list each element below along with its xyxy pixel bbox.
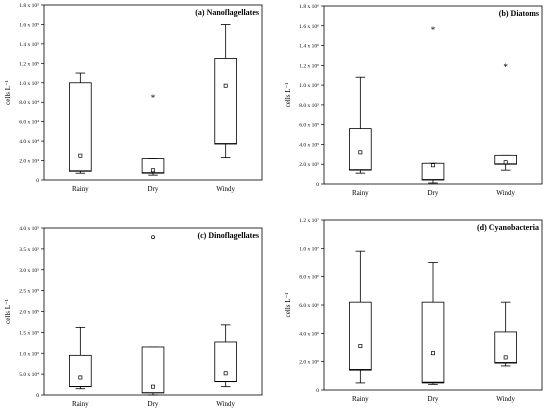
box-mean-marker — [223, 83, 228, 88]
y-tick-label: 1.2 x 10⁶ — [299, 63, 319, 69]
y-tick-label: 4.0 x 10⁴ — [19, 139, 39, 145]
box-iqr — [349, 301, 372, 371]
y-tick-label: 1.4 x 10⁵ — [19, 42, 39, 48]
y-tick-label: 6.0 x 10⁴ — [19, 120, 39, 126]
plot-frame — [323, 5, 543, 185]
panel-cyanobacteria: 0 2.0 x 10⁶ 4.0 x 10⁶ 6.0 x 10⁶ 8.0 x 10⁶ 1.0… — [280, 210, 548, 409]
y-tick-label: 0 — [316, 182, 319, 188]
chart-title: (a) Nanoflagellates — [195, 8, 259, 17]
y-tick-label: 1.8 x 10⁵ — [19, 3, 39, 9]
y-tick-label: 1.2 x 10⁷ — [299, 218, 319, 224]
y-tick-label: 4.0 x 10⁶ — [299, 331, 319, 337]
y-tick-label: 6.0 x 10⁵ — [299, 123, 319, 129]
chart-svg: 0 2.0 x 10⁵ 4.0 x 10⁵ 6.0 x 10⁵ 8.0 x 10⁵ 1.0… — [284, 4, 543, 197]
x-tick-label: Rainy — [72, 400, 89, 408]
box-iqr — [421, 162, 445, 181]
outlier-star-marker: * — [431, 25, 436, 35]
y-tick-label: 1.6 x 10⁶ — [299, 24, 319, 30]
x-tick-label: Dry — [148, 400, 159, 408]
box-iqr — [141, 158, 165, 174]
box-mean-marker — [431, 163, 435, 168]
box-mean-marker — [503, 160, 508, 165]
y-axis-label: cells L⁻¹ — [4, 80, 12, 105]
y-tick-label: 2.0 x 10⁵ — [299, 162, 319, 168]
y-tick-label: 2.0 x 10⁶ — [299, 360, 319, 366]
y-tick-label: 0 — [316, 388, 319, 394]
y-axis-label: cells L⁻¹ — [284, 293, 292, 318]
box-iqr — [214, 58, 237, 145]
y-tick-label: 1.0 x 10⁵ — [19, 351, 39, 357]
box-mean-marker — [358, 150, 363, 155]
box-iqr — [494, 331, 517, 364]
y-axis-label: cells L⁻¹ — [284, 83, 292, 108]
y-tick-label: 3.5 x 10⁵ — [19, 247, 39, 253]
y-tick-label: 1.0 x 10⁵ — [19, 81, 39, 87]
outlier-star-marker: * — [151, 93, 156, 103]
plot-frame — [43, 4, 263, 181]
y-tick-label: 1.5 x 10⁵ — [19, 330, 39, 336]
x-tick-label: Dry — [428, 395, 439, 403]
box-iqr — [69, 354, 92, 388]
y-tick-label: 1.4 x 10⁶ — [299, 44, 319, 50]
x-tick-label: Windy — [496, 395, 515, 403]
x-tick-label: Dry — [428, 189, 439, 197]
box-mean-marker — [78, 375, 83, 380]
box-mean-marker — [503, 355, 508, 360]
x-tick-label: Windy — [496, 189, 515, 197]
box-mean-marker — [431, 351, 435, 356]
panel-nanoflagellates: 0 2.0 x 10⁴ 4.0 x 10⁴ 6.0 x 10⁴ 8.0 x 10⁴ 1.0… — [0, 0, 268, 200]
box-mean-marker — [151, 384, 155, 389]
box-iqr — [69, 82, 92, 172]
box-mean-marker — [78, 153, 83, 158]
y-tick-label: 2.0 x 10⁵ — [19, 310, 39, 316]
y-tick-label: 4.0 x 10⁵ — [299, 142, 319, 148]
x-tick-label: Rainy — [352, 189, 369, 197]
chart-title: (d) Cyanobacteria — [477, 223, 539, 232]
y-tick-label: 1.2 x 10⁵ — [19, 61, 39, 67]
y-axis-label: cells L⁻¹ — [4, 299, 12, 324]
x-tick-label: Windy — [216, 185, 235, 193]
y-tick-label: 1.0 x 10⁷ — [299, 246, 319, 252]
outlier-circle-marker — [151, 235, 155, 240]
x-tick-label: Dry — [148, 185, 159, 193]
y-tick-label: 2.0 x 10⁴ — [19, 159, 39, 165]
chart-title: (c) Dinoflagellates — [197, 231, 259, 240]
y-tick-label: 6.0 x 10⁶ — [299, 303, 319, 309]
y-tick-label: 2.5 x 10⁵ — [19, 289, 39, 295]
y-tick-label: 1.0 x 10⁶ — [299, 83, 319, 89]
box-iqr — [494, 154, 517, 165]
chart-svg: 0 5.0 x 10⁴ 1.0 x 10⁵ 1.5 x 10⁵ 2.0 x 10⁵ 2.5… — [4, 226, 263, 408]
y-tick-label: 1.6 x 10⁵ — [19, 22, 39, 28]
panel-dinoflagellates: 0 5.0 x 10⁴ 1.0 x 10⁵ 1.5 x 10⁵ 2.0 x 10⁵ 2.5… — [0, 210, 268, 409]
box-mean-marker — [223, 371, 228, 376]
y-tick-label: 8.0 x 10⁵ — [299, 103, 319, 109]
y-tick-label: 1.8 x 10⁶ — [299, 4, 319, 10]
chart-svg: 0 2.0 x 10⁴ 4.0 x 10⁴ 6.0 x 10⁴ 8.0 x 10⁴ 1.0… — [4, 3, 263, 193]
box-iqr — [421, 301, 445, 384]
chart-svg: 0 2.0 x 10⁶ 4.0 x 10⁶ 6.0 x 10⁶ 8.0 x 10⁶ 1.0… — [284, 218, 543, 403]
box-mean-marker — [151, 168, 155, 173]
y-tick-label: 3.0 x 10⁵ — [19, 268, 39, 274]
box-iqr — [214, 341, 237, 383]
y-tick-label: 8.0 x 10⁴ — [19, 100, 39, 106]
x-tick-label: Windy — [216, 400, 235, 408]
outlier-star-marker: * — [503, 62, 508, 72]
chart-title: (b) Diatoms — [499, 9, 539, 18]
x-tick-label: Rainy — [352, 395, 369, 403]
box-iqr — [349, 128, 372, 171]
y-tick-label: 4.0 x 10⁵ — [19, 226, 39, 232]
y-tick-label: 8.0 x 10⁶ — [299, 275, 319, 281]
y-tick-label: 0 — [36, 178, 39, 184]
panel-diatoms: 0 2.0 x 10⁵ 4.0 x 10⁵ 6.0 x 10⁵ 8.0 x 10⁵ 1.0… — [280, 0, 548, 200]
y-tick-label: 0 — [36, 393, 39, 399]
box-mean-marker — [358, 344, 363, 349]
x-tick-label: Rainy — [72, 185, 89, 193]
y-tick-label: 5.0 x 10⁴ — [19, 372, 39, 378]
